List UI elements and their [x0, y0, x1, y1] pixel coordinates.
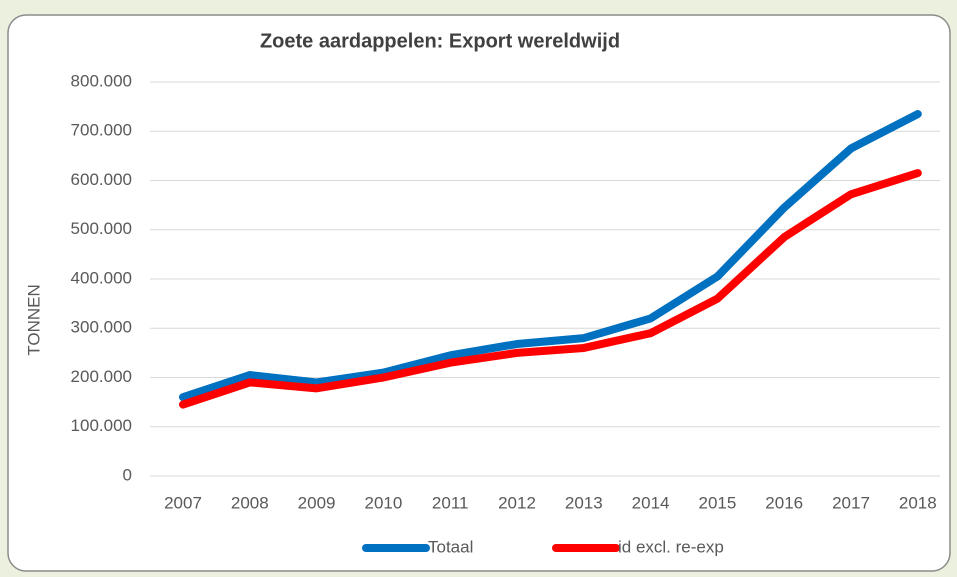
y-axis-label: TONNEN — [24, 284, 43, 355]
y-tick-label: 800.000 — [71, 71, 132, 90]
x-tick-label: 2014 — [632, 493, 670, 512]
y-tick-label: 400.000 — [71, 268, 132, 287]
y-tick-label: 300.000 — [71, 318, 132, 337]
x-tick-label: 2010 — [364, 493, 402, 512]
series-line — [179, 169, 922, 409]
x-tick-label: 2012 — [498, 493, 536, 512]
y-tick-label: 200.000 — [71, 367, 132, 386]
x-tick-label: 2013 — [565, 493, 603, 512]
x-tick-label: 2008 — [231, 493, 269, 512]
legend-label: Totaal — [428, 537, 473, 556]
series-line — [179, 110, 922, 402]
chart-panel — [7, 14, 951, 572]
x-tick-label: 2007 — [164, 493, 202, 512]
y-tick-label: 100.000 — [71, 416, 132, 435]
x-tick-label: 2016 — [765, 493, 803, 512]
y-tick-label: 0 — [123, 465, 132, 484]
y-tick-label: 700.000 — [71, 121, 132, 140]
x-tick-label: 2018 — [899, 493, 937, 512]
x-tick-label: 2009 — [298, 493, 336, 512]
legend-label: id excl. re-exp — [618, 537, 724, 556]
x-tick-label: 2015 — [698, 493, 736, 512]
x-tick-label: 2011 — [432, 493, 469, 512]
x-tick-label: 2017 — [832, 493, 870, 512]
y-tick-label: 600.000 — [71, 170, 132, 189]
chart-title: Zoete aardappelen: Export wereldwijd — [260, 30, 620, 52]
y-tick-label: 500.000 — [71, 219, 132, 238]
